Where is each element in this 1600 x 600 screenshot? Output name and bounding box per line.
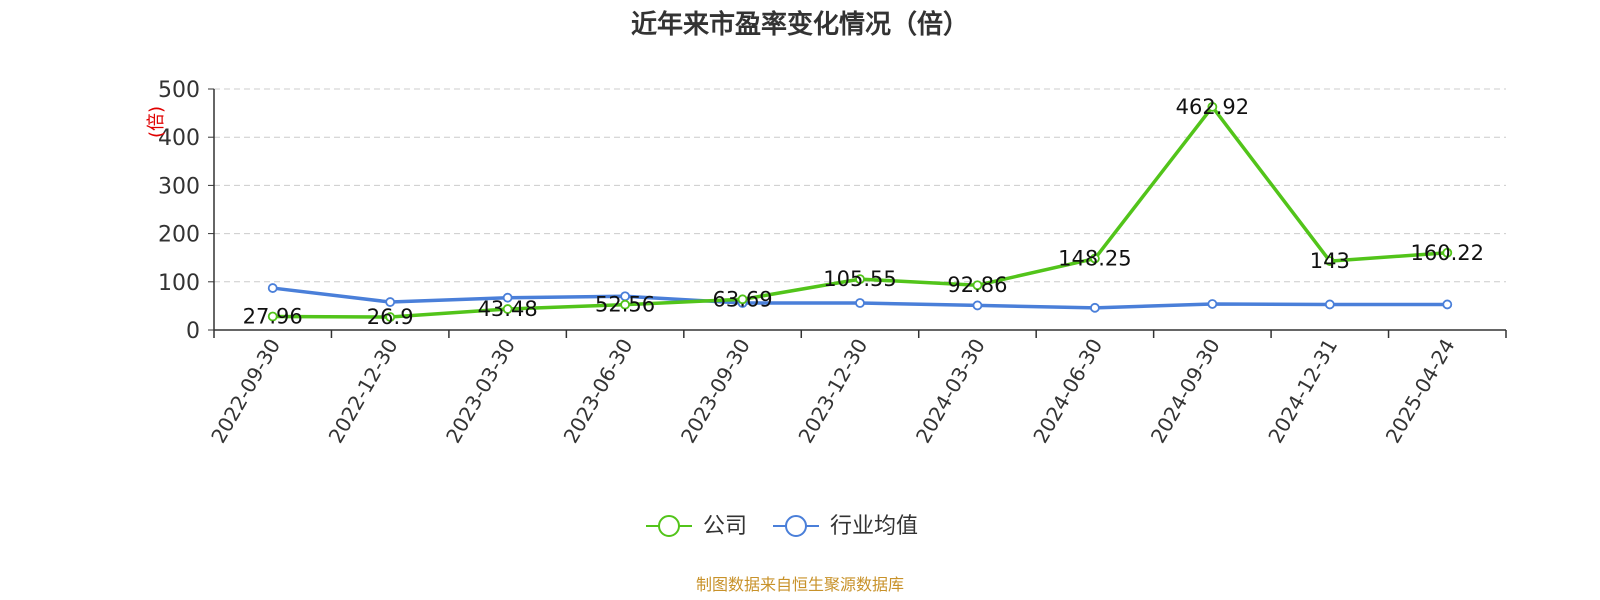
series-lines	[267, 101, 1453, 322]
data-point-0[interactable]	[1442, 247, 1453, 258]
legend-item-1[interactable]: 行业均值	[773, 514, 918, 539]
y-axis-unit-label: (倍)	[146, 106, 167, 138]
chart-title: 近年来市盈率变化情况（倍）	[631, 9, 969, 40]
x-tick-label: 2024-06-30	[1028, 335, 1107, 448]
y-tick-label: 100	[158, 271, 200, 296]
axes: 0 100 200 300 400 500 2022-09-30 2022-12-30 2023…	[158, 78, 1507, 448]
x-tick-label: 2022-09-30	[206, 335, 285, 448]
data-point-1[interactable]	[972, 300, 983, 311]
data-point-0[interactable]	[737, 294, 748, 305]
data-point-1[interactable]	[855, 298, 865, 308]
data-point-0[interactable]	[855, 274, 865, 285]
x-tick-label: 2023-06-30	[559, 335, 638, 448]
data-labels: 27.96 26.9 43.48 52.56 63.69 105.55 92.86 148.2…	[243, 95, 1484, 329]
x-tick-label: 2024-03-30	[911, 335, 990, 448]
data-label: 143	[1310, 249, 1350, 273]
legend[interactable]: 公司 行业均值	[646, 514, 918, 539]
y-tick-label: 500	[158, 78, 200, 103]
data-label: 148.25	[1058, 247, 1131, 271]
legend-label: 公司	[703, 514, 747, 539]
y-tick-label: 300	[158, 174, 200, 199]
data-point-0[interactable]	[1324, 256, 1335, 266]
x-tick-label: 2023-12-30	[793, 335, 872, 448]
data-point-1[interactable]	[385, 297, 396, 307]
data-label: 43.48	[478, 297, 538, 321]
y-tick-label: 400	[158, 126, 200, 151]
legend-circle-icon	[785, 515, 807, 537]
data-label: 160.22	[1411, 241, 1484, 265]
legend-label: 行业均值	[830, 514, 918, 539]
data-label: 92.86	[947, 273, 1007, 297]
data-point-1[interactable]	[267, 283, 278, 293]
data-label: 105.55	[823, 267, 896, 291]
data-point-0[interactable]	[1090, 253, 1100, 264]
data-point-0[interactable]	[972, 280, 983, 291]
data-point-1[interactable]	[1324, 299, 1335, 310]
x-tick-label: 2024-09-30	[1146, 335, 1225, 448]
data-label: 63.69	[712, 287, 772, 311]
data-label: 462.92	[1176, 95, 1249, 119]
legend-circle-icon	[658, 515, 680, 537]
data-source-note: 制图数据来自恒生聚源数据库	[696, 575, 904, 594]
y-tick-label: 0	[186, 319, 200, 344]
data-point-0[interactable]	[1207, 101, 1218, 112]
data-label: 52.56	[595, 293, 655, 317]
data-point-0[interactable]	[620, 299, 630, 310]
data-point-1[interactable]	[1207, 299, 1218, 309]
data-label: 27.96	[243, 305, 303, 329]
data-point-1[interactable]	[1090, 302, 1100, 313]
y-tick-label: 200	[158, 223, 200, 248]
data-point-1[interactable]	[502, 292, 513, 303]
data-point-1[interactable]	[1442, 299, 1453, 310]
data-point-0[interactable]	[502, 304, 513, 314]
data-point-0[interactable]	[267, 311, 278, 322]
x-tick-label: 2023-09-30	[676, 335, 755, 448]
legend-item-0[interactable]: 公司	[646, 514, 747, 539]
data-label: 26.9	[367, 305, 414, 329]
x-tick-label: 2022-12-30	[324, 335, 403, 448]
x-tick-label: 2024-12-31	[1263, 335, 1342, 448]
x-tick-label: 2025-04-24	[1381, 335, 1460, 448]
x-tick-label: 2023-03-30	[441, 335, 520, 448]
data-point-0[interactable]	[385, 312, 396, 322]
